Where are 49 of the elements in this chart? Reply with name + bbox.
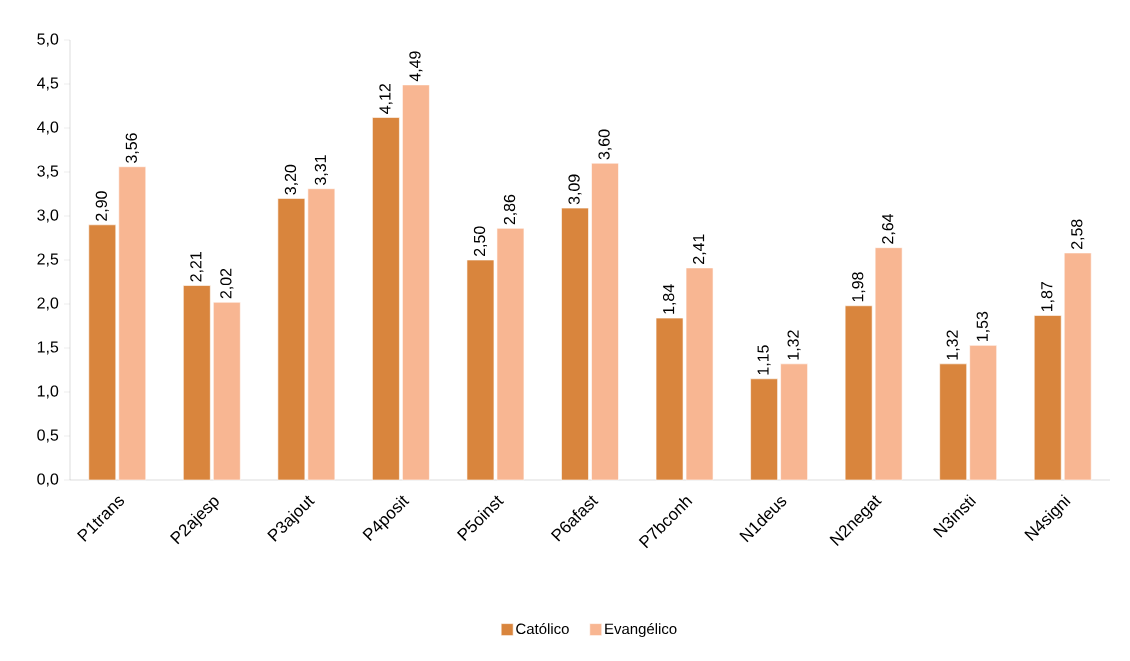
data-label: 1,87 xyxy=(1041,282,1055,312)
data-label: 3,20 xyxy=(284,164,298,195)
data-label: 3,60 xyxy=(598,129,612,160)
bar xyxy=(402,84,430,481)
data-label: 3,31 xyxy=(314,155,328,185)
data-label: 2,50 xyxy=(473,226,488,256)
data-label: 2,58 xyxy=(1071,219,1085,249)
bar xyxy=(750,378,778,481)
y-tick-label: 0,0 xyxy=(37,473,59,487)
data-label: 1,32 xyxy=(787,330,801,360)
bar xyxy=(939,363,967,481)
data-label: 1,53 xyxy=(976,311,990,341)
bar xyxy=(591,162,619,481)
y-tick-label: 2,0 xyxy=(37,297,59,311)
data-label: 3,56 xyxy=(125,133,139,163)
y-tick-label: 1,5 xyxy=(37,341,59,355)
bar xyxy=(969,345,997,481)
data-label: 1,98 xyxy=(852,272,866,302)
y-tick-label: 4,5 xyxy=(37,77,59,91)
data-label: 2,86 xyxy=(503,194,518,225)
y-tick-label: 5,0 xyxy=(37,33,59,47)
data-label: 2,41 xyxy=(692,234,707,264)
data-label: 3,09 xyxy=(568,174,582,205)
bar xyxy=(561,207,589,481)
data-label: 4,49 xyxy=(409,51,423,82)
data-label: 2,02 xyxy=(220,268,234,299)
bar xyxy=(88,224,117,481)
y-tick-label: 3,5 xyxy=(37,165,59,179)
bar xyxy=(183,285,211,481)
legend-label: Católico xyxy=(516,622,569,635)
y-tick-label: 2,5 xyxy=(37,253,59,267)
legend-label: Evangélico xyxy=(605,622,677,638)
data-label: 4,12 xyxy=(379,84,393,114)
bar xyxy=(1033,315,1062,481)
y-tick-label: 3,0 xyxy=(37,209,59,223)
data-label: 2,90 xyxy=(95,191,109,221)
data-label: 1,15 xyxy=(757,345,771,375)
bar xyxy=(372,117,400,481)
data-label: 1,32 xyxy=(946,330,960,360)
bar xyxy=(780,363,808,481)
data-label: 1,84 xyxy=(662,284,677,314)
data-label: 2,21 xyxy=(190,252,204,282)
y-tick-label: 1,0 xyxy=(37,385,59,399)
y-tick-label: 0,5 xyxy=(37,429,59,443)
y-tick-label: 4,0 xyxy=(37,121,59,135)
bar xyxy=(1063,252,1092,481)
data-label: 2,64 xyxy=(882,213,896,244)
bar xyxy=(118,166,147,481)
bar xyxy=(213,301,241,481)
